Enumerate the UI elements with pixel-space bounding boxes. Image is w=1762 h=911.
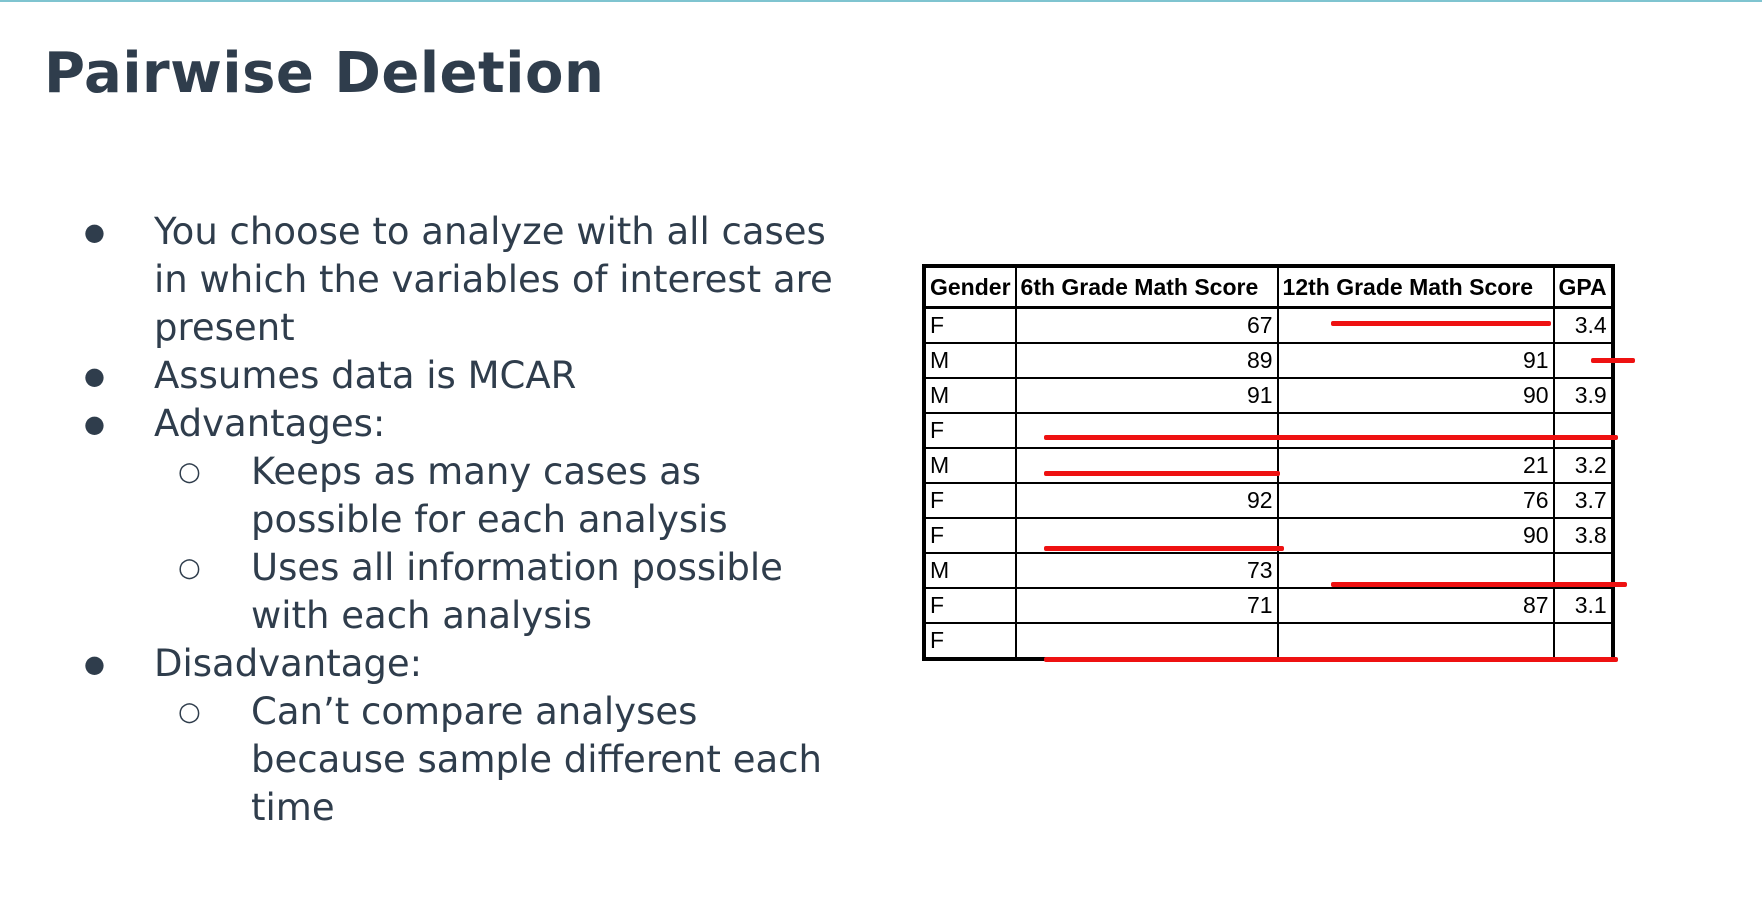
cell-6th-math: 67 bbox=[1014, 306, 1279, 344]
cell-gender: F bbox=[923, 622, 1017, 660]
cell-gender: F bbox=[923, 412, 1017, 449]
table-row: F bbox=[923, 412, 1614, 449]
cell-12th-math bbox=[1276, 622, 1555, 660]
header-6th-grade-math: 6th Grade Math Score bbox=[1014, 265, 1279, 309]
cell-6th-math: 71 bbox=[1014, 587, 1279, 624]
bullet-dot-icon: ● bbox=[84, 410, 105, 438]
table-header-row: Gender 6th Grade Math Score 12th Grade M… bbox=[923, 265, 1614, 309]
cell-gpa: 3.9 bbox=[1552, 377, 1614, 414]
sub-bullet-text: Uses all information possible with each … bbox=[251, 546, 783, 637]
bullet-text: You choose to analyze with all cases in … bbox=[154, 210, 833, 349]
cell-12th-math bbox=[1276, 412, 1555, 449]
table-row: M 73 bbox=[923, 552, 1614, 589]
table-row: M 89 91 bbox=[923, 342, 1614, 379]
bullet-circle-icon: ○ bbox=[178, 553, 201, 583]
cell-6th-math bbox=[1014, 622, 1279, 660]
cell-gender: M bbox=[923, 377, 1017, 414]
cell-6th-math bbox=[1014, 447, 1279, 484]
missing-data-table: Gender 6th Grade Math Score 12th Grade M… bbox=[922, 264, 1615, 661]
cell-gender: F bbox=[923, 517, 1017, 554]
table-row: F bbox=[923, 622, 1614, 660]
cell-12th-math: 87 bbox=[1276, 587, 1555, 624]
header-gender: Gender bbox=[923, 265, 1017, 309]
cell-12th-math: 76 bbox=[1276, 482, 1555, 519]
bullet-circle-icon: ○ bbox=[178, 697, 201, 727]
bullet-text: Advantages: bbox=[154, 402, 386, 445]
cell-gpa bbox=[1552, 342, 1614, 379]
bullet-dot-icon: ● bbox=[84, 218, 105, 246]
sub-bullet-item: ○ Keeps as many cases as possible for ea… bbox=[0, 448, 841, 544]
cell-gpa: 3.7 bbox=[1552, 482, 1614, 519]
cell-gender: F bbox=[923, 306, 1017, 344]
cell-12th-math: 91 bbox=[1276, 342, 1555, 379]
cell-12th-math bbox=[1276, 552, 1555, 589]
cell-6th-math: 92 bbox=[1014, 482, 1279, 519]
header-gpa: GPA bbox=[1552, 265, 1614, 309]
cell-gender: M bbox=[923, 447, 1017, 484]
cell-12th-math bbox=[1276, 306, 1555, 344]
top-accent-rule bbox=[0, 0, 1762, 2]
table-row: F 92 76 3.7 bbox=[923, 482, 1614, 519]
cell-gender: F bbox=[923, 482, 1017, 519]
slide-title: Pairwise Deletion bbox=[44, 41, 605, 106]
table-row: F 90 3.8 bbox=[923, 517, 1614, 554]
data-table-container: Gender 6th Grade Math Score 12th Grade M… bbox=[922, 264, 1635, 662]
bullet-dot-icon: ● bbox=[84, 650, 105, 678]
bullet-text: Assumes data is MCAR bbox=[154, 354, 577, 397]
sub-bullet-text: Can’t compare analyses because sample di… bbox=[251, 690, 822, 829]
cell-12th-math: 90 bbox=[1276, 517, 1555, 554]
cell-gpa: 3.2 bbox=[1552, 447, 1614, 484]
sub-bullet-text: Keeps as many cases as possible for each… bbox=[251, 450, 728, 541]
bullet-item: ● You choose to analyze with all cases i… bbox=[0, 208, 854, 352]
cell-12th-math: 90 bbox=[1276, 377, 1555, 414]
bullet-text: Disadvantage: bbox=[154, 642, 423, 685]
table-row: M 21 3.2 bbox=[923, 447, 1614, 484]
bullet-item: ● Disadvantage: bbox=[0, 640, 854, 688]
cell-gpa: 3.4 bbox=[1552, 306, 1614, 344]
cell-gpa bbox=[1552, 622, 1614, 660]
table-row: F 67 3.4 bbox=[923, 306, 1614, 344]
bullet-dot-icon: ● bbox=[84, 362, 105, 390]
cell-gender: M bbox=[923, 552, 1017, 589]
table-row: F 71 87 3.1 bbox=[923, 587, 1614, 624]
cell-gpa bbox=[1552, 412, 1614, 449]
cell-gpa: 3.8 bbox=[1552, 517, 1614, 554]
bullet-circle-icon: ○ bbox=[178, 457, 201, 487]
bullet-list: ● You choose to analyze with all cases i… bbox=[0, 208, 860, 832]
sub-bullet-item: ○ Uses all information possible with eac… bbox=[0, 544, 841, 640]
cell-6th-math: 91 bbox=[1014, 377, 1279, 414]
table-row: M 91 90 3.9 bbox=[923, 377, 1614, 414]
bullet-item: ● Advantages: bbox=[0, 400, 854, 448]
cell-6th-math: 73 bbox=[1014, 552, 1279, 589]
cell-gpa bbox=[1552, 552, 1614, 589]
bullet-item: ● Assumes data is MCAR bbox=[0, 352, 854, 400]
cell-6th-math: 89 bbox=[1014, 342, 1279, 379]
header-12th-grade-math: 12th Grade Math Score bbox=[1276, 265, 1555, 309]
cell-gender: M bbox=[923, 342, 1017, 379]
cell-12th-math: 21 bbox=[1276, 447, 1555, 484]
cell-6th-math bbox=[1014, 412, 1279, 449]
cell-gpa: 3.1 bbox=[1552, 587, 1614, 624]
cell-6th-math bbox=[1014, 517, 1279, 554]
sub-bullet-item: ○ Can’t compare analyses because sample … bbox=[0, 688, 841, 832]
cell-gender: F bbox=[923, 587, 1017, 624]
